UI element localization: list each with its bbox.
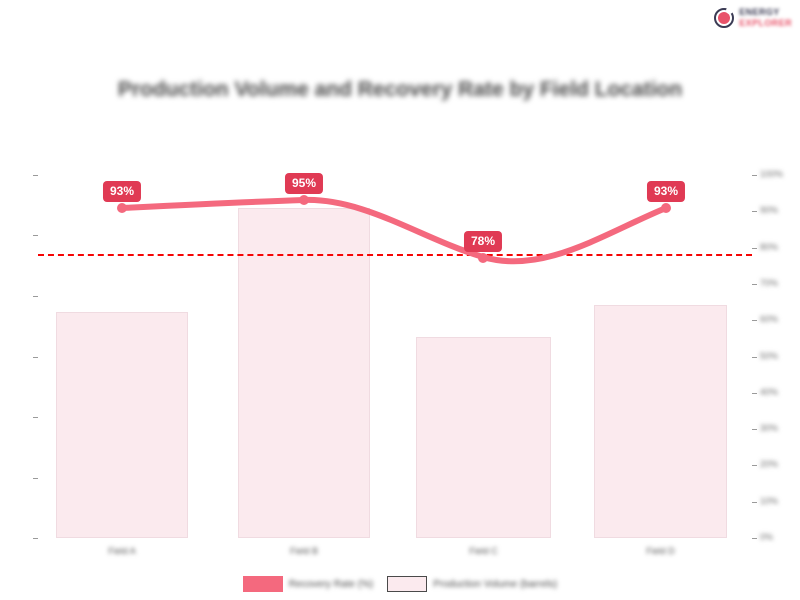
bar-Field A[interactable]: [56, 312, 188, 538]
y-axis-tick-left: [33, 235, 38, 236]
y-axis-tick-right: [752, 320, 757, 321]
legend-item-1[interactable]: Production Volume (barrels): [387, 576, 557, 592]
y-axis-tick-left: [33, 478, 38, 479]
bar-Field C[interactable]: [416, 337, 551, 538]
y-axis-tick-right: [752, 248, 757, 249]
line-marker-Field B[interactable]: [299, 195, 309, 205]
x-axis-label-Field D: Field D: [646, 546, 675, 556]
plot-area: 300025002000150010005000100%90%80%70%60%…: [33, 169, 783, 542]
y-axis-tick-right: [752, 502, 757, 503]
line-path: [119, 196, 669, 265]
y-axis-tick-left: [33, 175, 38, 176]
y-axis-tick-left: [33, 296, 38, 297]
chart-legend: Recovery Rate (%) Production Volume (barr…: [0, 576, 800, 592]
company-logo: ENERGY EXPLORER: [713, 5, 792, 31]
data-label-Field B: 95%: [284, 173, 324, 194]
y-axis-tick-right: [752, 393, 757, 394]
y-axis-label-right: 40%: [760, 387, 779, 397]
logo-wordmark: ENERGY EXPLORER: [739, 8, 792, 28]
y-axis-label-right: 10%: [760, 496, 779, 506]
logo-mark-icon: [713, 7, 735, 29]
y-axis-label-right: 100%: [760, 169, 784, 179]
line-marker-Field A[interactable]: [117, 203, 127, 213]
legend-label-0: Recovery Rate (%): [288, 578, 374, 590]
threshold-line: [38, 254, 752, 256]
y-axis-tick-left: [33, 357, 38, 358]
y-axis-label-right: 20%: [760, 459, 779, 469]
legend-label-1: Production Volume (barrels): [433, 578, 558, 590]
y-axis-label-right: 90%: [760, 205, 779, 215]
y-axis-tick-right: [752, 175, 757, 176]
y-axis-tick-right: [752, 429, 757, 430]
y-axis-tick-right: [752, 538, 757, 539]
y-axis-label-right: 50%: [760, 351, 779, 361]
chart-title: Production Volume and Recovery Rate by F…: [117, 78, 683, 101]
bar-Field D[interactable]: [594, 305, 727, 538]
y-axis-tick-right: [752, 211, 757, 212]
line-marker-Field D[interactable]: [661, 203, 671, 213]
x-axis-label-Field A: Field A: [108, 546, 136, 556]
logo-line-2: EXPLORER: [739, 18, 792, 28]
legend-item-0[interactable]: Recovery Rate (%): [242, 576, 374, 592]
y-axis-label-right: 0%: [760, 532, 774, 542]
logo-line-1: ENERGY: [739, 7, 780, 17]
y-axis-tick-left: [33, 538, 38, 539]
legend-swatch-0: [242, 576, 283, 592]
y-axis-tick-right: [752, 284, 757, 285]
y-axis-label-right: 30%: [760, 423, 779, 433]
legend-swatch-1: [387, 576, 428, 592]
data-label-Field A: 93%: [102, 181, 142, 202]
x-axis-label-Field C: Field C: [469, 546, 498, 556]
data-label-Field D: 93%: [646, 181, 686, 202]
y-axis-tick-right: [752, 465, 757, 466]
y-axis-tick-left: [33, 417, 38, 418]
y-axis-label-right: 60%: [760, 314, 779, 324]
x-axis-label-Field B: Field B: [289, 546, 319, 556]
data-label-Field C: 78%: [463, 231, 503, 252]
bar-Field B[interactable]: [238, 208, 370, 538]
y-axis-label-right: 70%: [760, 278, 779, 288]
y-axis-label-right: 80%: [760, 242, 779, 252]
y-axis-tick-right: [752, 357, 757, 358]
